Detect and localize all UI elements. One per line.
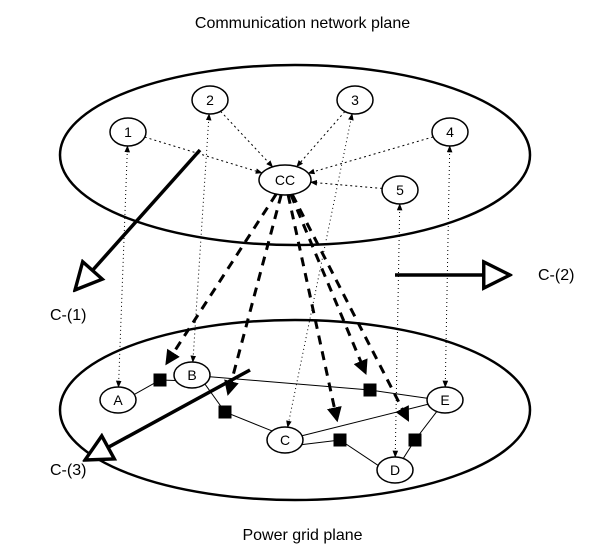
annotation-label-c1: C-(1) [50, 307, 86, 324]
annotation-arrow-c1 [75, 150, 200, 290]
comm-edge-n4-cc [308, 137, 433, 173]
switch-1 [219, 406, 232, 419]
grid-edge-C-E [302, 404, 428, 435]
interlayer-link-n3-C [288, 114, 353, 427]
comm-node-label-n3: 3 [351, 92, 359, 108]
comm-edge-n3-cc [297, 112, 345, 167]
title-bottom: Power grid plane [242, 527, 362, 544]
comm-node-label-n1: 1 [124, 124, 132, 140]
grid-node-label-D: D [390, 462, 400, 478]
grid-node-label-A: A [113, 392, 123, 408]
switch-0 [154, 374, 167, 387]
grid-node-label-C: C [280, 432, 290, 448]
annotation-label-c2: C-(2) [538, 267, 574, 284]
grid-node-label-E: E [440, 392, 449, 408]
switch-3 [364, 384, 377, 397]
comm-plane [60, 65, 530, 245]
switch-4 [409, 434, 422, 447]
cc-to-switch-3 [291, 195, 365, 373]
interlayer-link-n4-E [445, 146, 449, 387]
switch-2 [334, 434, 347, 447]
comm-edge-n2-cc [221, 111, 273, 166]
comm-edge-n1-cc [145, 137, 262, 173]
comm-node-label-n4: 4 [446, 124, 454, 140]
annotation-label-c3: C-(3) [50, 462, 86, 479]
comm-node-label-n2: 2 [206, 92, 214, 108]
two-plane-diagram: A B C D E 1 2 3 4 5 CC C-(1) C-(2) C-(3) Communicat… [0, 0, 605, 556]
comm-edge-n5-cc [311, 182, 382, 188]
comm-node-label-n5: 5 [396, 182, 404, 198]
grid-node-label-B: B [187, 367, 196, 383]
comm-node-label-cc: CC [275, 172, 295, 188]
title-top: Communication network plane [195, 15, 410, 32]
cc-to-switch-4 [292, 194, 407, 419]
